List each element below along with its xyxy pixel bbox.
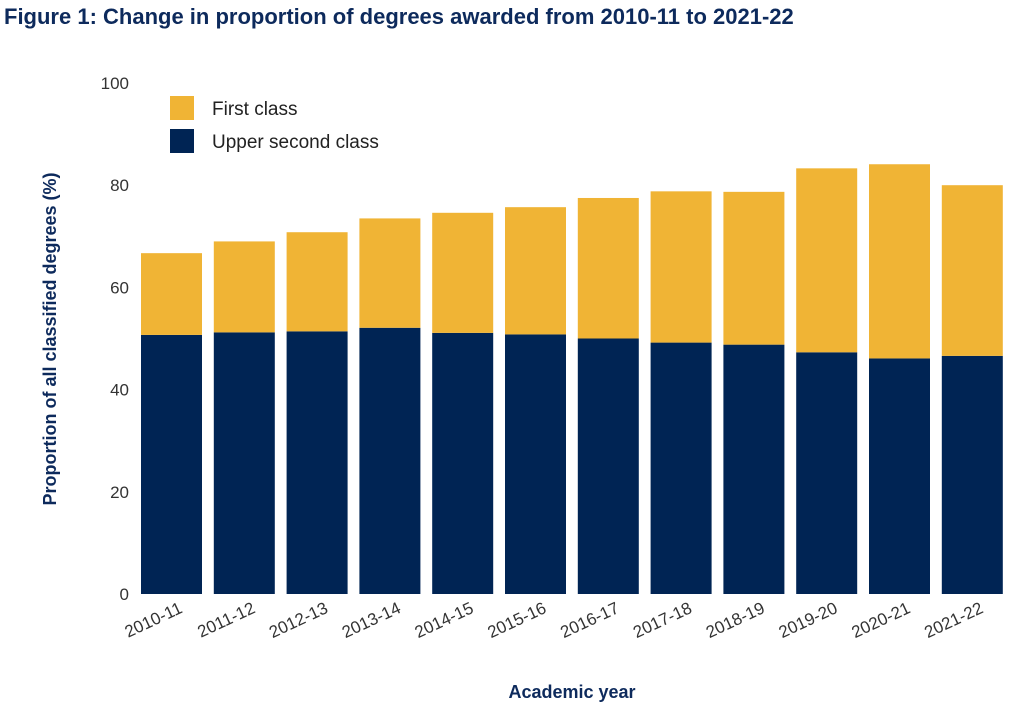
bar-upper-second-class-2017-18 xyxy=(650,342,712,594)
bar-upper-second-class-2014-15 xyxy=(432,332,494,594)
y-tick-label: 80 xyxy=(110,176,129,195)
bar-upper-second-class-2010-11 xyxy=(141,334,202,594)
bar-first-class-2020-21 xyxy=(869,164,930,359)
legend-swatch xyxy=(170,129,194,153)
bar-first-class-2013-14 xyxy=(359,218,421,328)
x-tick-label: 2019-20 xyxy=(776,598,841,642)
legend-label: Upper second class xyxy=(212,132,379,153)
x-tick-label: 2018-19 xyxy=(703,598,768,642)
legend-label: First class xyxy=(212,99,298,120)
bar-first-class-2016-17 xyxy=(577,197,639,339)
y-axis-label: Proportion of all classified degrees (%) xyxy=(40,172,60,505)
bar-first-class-2011-12 xyxy=(213,241,275,333)
x-tick-label: 2011-12 xyxy=(195,598,258,641)
x-tick-label: 2020-21 xyxy=(849,598,914,642)
bar-upper-second-class-2016-17 xyxy=(577,338,639,594)
bar-first-class-2015-16 xyxy=(505,207,566,335)
bars xyxy=(141,164,1003,594)
x-tick-label: 2015-16 xyxy=(485,598,550,642)
x-tick-label: 2016-17 xyxy=(557,598,622,642)
x-tick-label: 2014-15 xyxy=(412,598,477,642)
y-tick-label: 100 xyxy=(101,74,129,93)
bar-upper-second-class-2021-22 xyxy=(941,355,1003,594)
y-tick-label: 60 xyxy=(110,278,129,297)
y-tick-label: 40 xyxy=(110,381,129,400)
bar-upper-second-class-2018-19 xyxy=(723,344,785,594)
y-tick-label: 0 xyxy=(120,585,129,604)
x-tick-label: 2012-13 xyxy=(266,598,331,642)
x-tick-label: 2010-11 xyxy=(122,598,185,641)
bar-first-class-2018-19 xyxy=(723,191,785,345)
x-tick-label: 2021-22 xyxy=(921,598,986,642)
bar-upper-second-class-2013-14 xyxy=(359,327,421,594)
bar-first-class-2014-15 xyxy=(432,212,494,333)
bar-upper-second-class-2011-12 xyxy=(213,332,275,594)
legend: First class Upper second class xyxy=(170,96,379,153)
bar-upper-second-class-2019-20 xyxy=(796,352,858,594)
bar-first-class-2019-20 xyxy=(796,168,858,353)
bar-upper-second-class-2012-13 xyxy=(286,331,348,594)
x-tick-label: 2017-18 xyxy=(630,598,695,642)
legend-swatch xyxy=(170,96,194,120)
bar-upper-second-class-2015-16 xyxy=(505,334,566,594)
y-axis-ticks: 0 20 40 60 80 100 xyxy=(101,74,129,604)
bar-first-class-2012-13 xyxy=(286,232,348,332)
x-tick-label: 2013-14 xyxy=(339,598,404,642)
bar-first-class-2010-11 xyxy=(141,253,202,335)
chart-title: Figure 1: Change in proportion of degree… xyxy=(4,4,794,29)
bar-upper-second-class-2020-21 xyxy=(869,358,930,594)
x-axis-ticks: 2010-11 2011-12 2012-13 2013-14 2014-15 2015-… xyxy=(122,598,986,642)
bar-first-class-2021-22 xyxy=(941,185,1003,356)
bar-first-class-2017-18 xyxy=(650,191,712,343)
y-tick-label: 20 xyxy=(110,483,129,502)
x-axis-label: Academic year xyxy=(508,682,635,702)
